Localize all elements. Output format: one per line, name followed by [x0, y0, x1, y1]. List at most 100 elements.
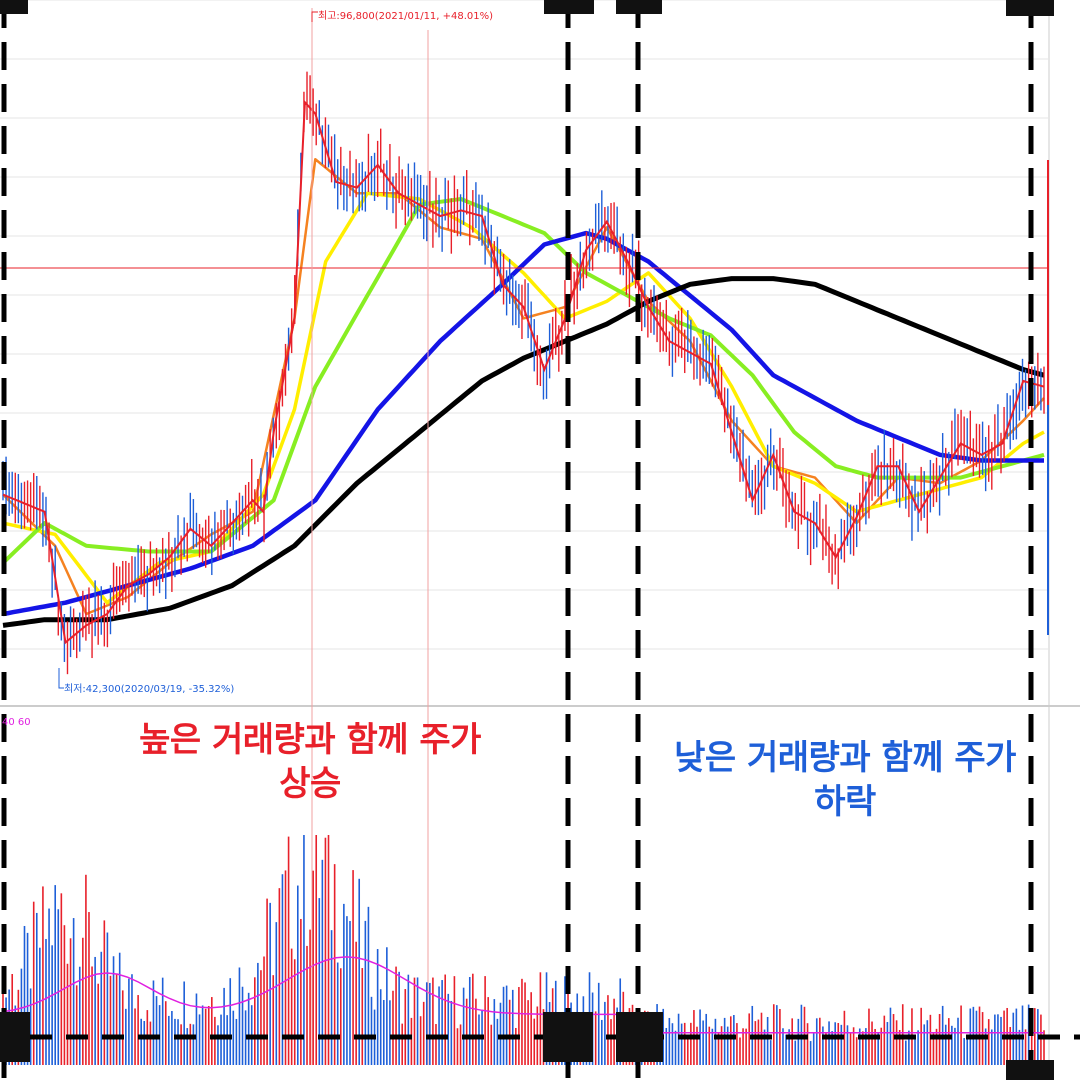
volume-bar: [275, 922, 278, 1065]
volume-bar: [425, 982, 428, 1065]
volume-bar: [505, 985, 508, 1065]
volume-bar: [309, 929, 311, 1065]
volume-bar: [806, 1023, 809, 1065]
volume-bar: [874, 1028, 876, 1065]
volume-bar: [766, 1016, 769, 1065]
volume-bar: [26, 932, 29, 1065]
volume-bar: [889, 1007, 892, 1065]
volume-bar: [690, 1022, 692, 1065]
volume-bar: [422, 1001, 425, 1065]
moving-average-ma240: [2, 230, 1044, 617]
high-marker-label: 최고:96,800(2021/01/11, +48.01%): [318, 10, 493, 22]
volume-bar: [48, 908, 50, 1065]
volume-bar: [772, 1004, 775, 1065]
volume-bar: [367, 906, 370, 1065]
volume-bar: [69, 938, 72, 1065]
volume-bar: [683, 1022, 686, 1065]
volume-bar: [855, 1037, 858, 1065]
volume-bar: [241, 986, 244, 1065]
volume-bar: [699, 1009, 701, 1065]
volume-bar: [100, 951, 103, 1065]
volume-bar: [207, 1005, 210, 1065]
volume-bar: [739, 1037, 741, 1065]
volume-bar: [757, 1019, 760, 1065]
volume-bar: [518, 987, 520, 1065]
volume-bar: [533, 1018, 536, 1065]
volume-bar: [306, 945, 308, 1065]
volume-bar: [220, 1014, 222, 1065]
volume-bar: [472, 973, 474, 1065]
volume-bar: [75, 985, 78, 1065]
volume-bar: [263, 956, 265, 1065]
volume-bar: [705, 1013, 708, 1065]
volume-bar: [515, 1027, 517, 1065]
volume-bar: [1043, 1030, 1045, 1065]
volume-bar: [281, 874, 284, 1065]
volume-bar: [521, 978, 523, 1065]
volume-bar: [32, 901, 35, 1065]
volume-bar: [858, 1028, 861, 1065]
volume-bar: [339, 968, 342, 1065]
volume-bar: [763, 1029, 766, 1065]
volume-bar: [852, 1027, 855, 1065]
volume-bar: [444, 974, 446, 1065]
volume-bar: [1040, 1014, 1042, 1065]
volume-bar: [42, 886, 44, 1065]
high-marker-tick: [311, 11, 318, 22]
annotation-line: 높은 거래량과 함께 주가: [139, 720, 481, 760]
volume-bar: [745, 1028, 747, 1065]
volume-bar: [496, 1018, 499, 1065]
volume-bar: [736, 1023, 738, 1065]
volume-bar: [35, 912, 38, 1065]
volume-bar: [960, 1005, 962, 1065]
volume-bar: [349, 920, 351, 1065]
volume-bar: [272, 975, 275, 1065]
volume-bar: [447, 993, 450, 1065]
volume-bar: [834, 1022, 836, 1065]
volume-bar: [508, 999, 511, 1065]
volume-bar: [290, 948, 293, 1065]
volume-bar: [419, 1016, 422, 1065]
volume-bar: [186, 1028, 189, 1065]
volume-bar: [352, 870, 354, 1065]
volume-bar: [708, 1026, 711, 1065]
volume-bar: [748, 1013, 751, 1065]
annotation-line: 하락: [814, 782, 876, 822]
low-marker-tick: [58, 668, 64, 689]
volume-bar: [502, 986, 505, 1065]
volume-bar: [66, 963, 69, 1065]
volume-bar: [511, 989, 514, 1065]
volume-bar: [333, 864, 336, 1065]
volume-bar: [935, 1028, 938, 1065]
volume-bar: [754, 1021, 757, 1065]
volume-bar: [198, 1014, 201, 1065]
volume-bar: [416, 977, 419, 1065]
volume-bar: [278, 888, 281, 1065]
volume-bar: [668, 1017, 671, 1065]
volume-bar: [51, 945, 53, 1065]
volume-bar: [336, 962, 339, 1065]
volume-bar: [192, 1024, 195, 1065]
volume-bar: [296, 885, 299, 1065]
annotation-price-rise: 높은 거래량과 함께 주가 상승: [60, 718, 560, 806]
volume-bar: [788, 1029, 790, 1065]
volume-bar: [121, 990, 124, 1065]
volume-bar: [1037, 1009, 1039, 1065]
volume-bar: [94, 956, 96, 1065]
volume-bar: [315, 835, 318, 1065]
marker-block: [543, 1012, 593, 1062]
price-and-moving-average-lines: [1, 71, 1045, 675]
volume-bar: [601, 1019, 603, 1065]
volume-bar: [723, 1017, 726, 1065]
volume-bar: [149, 1021, 152, 1065]
volume-bar: [702, 1020, 704, 1065]
volume-bar: [429, 982, 431, 1065]
volume-bar: [610, 1019, 612, 1065]
volume-bar: [364, 920, 367, 1065]
volume-legend: 40 60: [2, 717, 31, 728]
volume-bar: [987, 1019, 990, 1065]
volume-bar: [954, 1027, 956, 1065]
volume-bar: [235, 1018, 238, 1065]
